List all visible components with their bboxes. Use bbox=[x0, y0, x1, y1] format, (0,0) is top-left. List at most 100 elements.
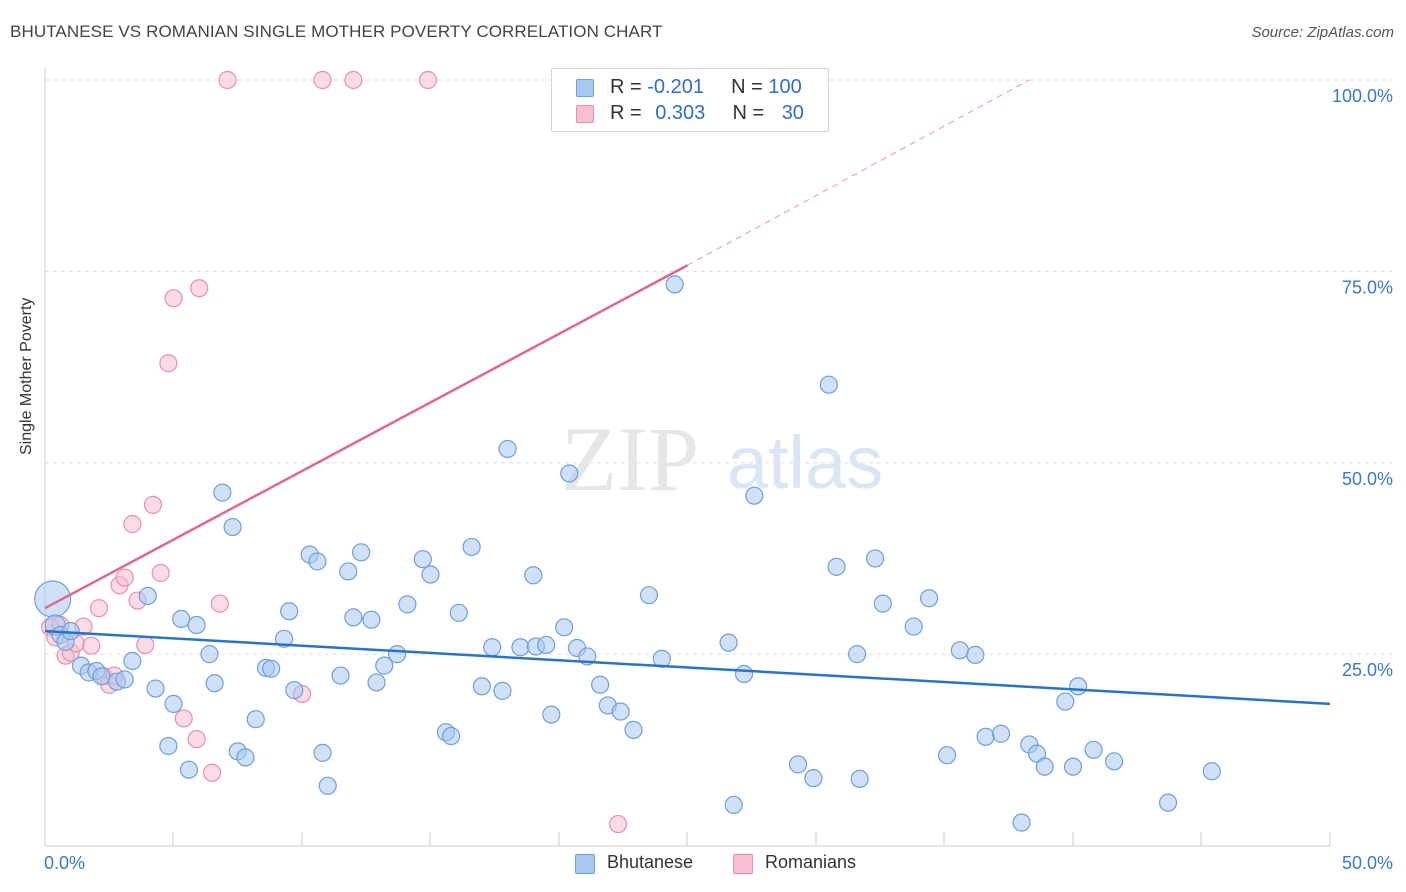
romanians-point bbox=[609, 814, 628, 834]
bhutanese-point bbox=[591, 675, 610, 694]
romanians-point bbox=[151, 563, 170, 583]
bhutanese-point bbox=[187, 615, 206, 635]
watermark-zip: ZIP bbox=[561, 408, 699, 510]
bhutanese-point bbox=[280, 602, 299, 621]
bhutanese-point bbox=[483, 638, 502, 657]
bhutanese-point bbox=[262, 659, 281, 678]
chart-title: BHUTANESE VS ROMANIAN SINGLE MOTHER POVE… bbox=[10, 22, 663, 41]
legend-n-value: 100 bbox=[768, 76, 802, 98]
bhutanese-points bbox=[34, 275, 1221, 832]
bhutanese-point bbox=[937, 746, 957, 765]
bhutanese-point bbox=[788, 755, 808, 774]
bhutanese-swatch bbox=[576, 79, 594, 97]
bhutanese-point bbox=[611, 702, 630, 721]
bhutanese-point bbox=[375, 656, 394, 675]
grid-lines bbox=[45, 79, 1392, 655]
romanians-legend-swatch bbox=[733, 854, 753, 874]
axis-tick-labels: 25.0% 50.0% 75.0% 100.0% 0.0% 50.0% bbox=[44, 86, 1393, 873]
legend-n-label: N = bbox=[732, 102, 765, 124]
bhutanese-point bbox=[1056, 692, 1075, 711]
bhutanese-point bbox=[919, 589, 939, 608]
bhutanese-point bbox=[159, 736, 178, 756]
romanians-point bbox=[159, 354, 178, 373]
romanians-point bbox=[89, 599, 109, 618]
bhutanese-point bbox=[976, 727, 995, 746]
bhutanese-point bbox=[352, 543, 371, 562]
bhutanese-point bbox=[511, 638, 530, 657]
bhutanese-point bbox=[1063, 757, 1083, 776]
bhutanese-point bbox=[246, 710, 265, 729]
legend-r-value: -0.201 bbox=[647, 76, 704, 98]
bhutanese-point bbox=[339, 562, 358, 581]
bhutanese-point bbox=[966, 645, 985, 664]
bhutanese-point bbox=[1202, 762, 1221, 781]
bhutanese-point bbox=[236, 748, 255, 767]
legend-r-value: 0.303 bbox=[655, 102, 706, 124]
bhutanese-point bbox=[213, 483, 232, 502]
bhutanese-point bbox=[1105, 752, 1124, 771]
bhutanese-point bbox=[313, 743, 332, 762]
bhutanese-point bbox=[367, 673, 386, 692]
romanians-point bbox=[82, 636, 101, 655]
romanians-point bbox=[344, 70, 363, 90]
bhutanese-point bbox=[734, 664, 754, 684]
bhutanese-legend-swatch bbox=[575, 854, 595, 874]
bhutanese-point bbox=[665, 275, 684, 294]
bhutanese-point bbox=[421, 565, 440, 584]
bhutanese-point bbox=[639, 586, 659, 605]
romanians-points bbox=[41, 70, 628, 834]
bhutanese-point bbox=[138, 586, 157, 606]
bhutanese-point bbox=[362, 610, 381, 629]
bhutanese-point bbox=[398, 595, 417, 614]
bhutanese-point bbox=[1012, 813, 1031, 832]
y-tick-label: 25.0% bbox=[1342, 660, 1393, 680]
romanians-trend-line bbox=[44, 264, 689, 610]
correlation-legend: R = -0.201 N = 100 R = 0.303 N = 30 bbox=[551, 68, 829, 132]
bhutanese-point bbox=[441, 726, 461, 746]
legend-n-value: 30 bbox=[781, 102, 804, 124]
romanians-point bbox=[187, 729, 206, 749]
bhutanese-point bbox=[1035, 757, 1054, 776]
x-tick-label-min: 0.0% bbox=[44, 853, 85, 873]
axes bbox=[44, 68, 1331, 847]
source-label: Source: ZipAtlas.com bbox=[1251, 24, 1394, 41]
bhutanese-point bbox=[92, 667, 111, 686]
legend-r-label: R = bbox=[610, 102, 642, 124]
bhutanese-point bbox=[223, 517, 242, 537]
bhutanese-point bbox=[472, 677, 491, 696]
bhutanese-point bbox=[164, 694, 183, 713]
romanians-point bbox=[218, 70, 237, 90]
x-tick-label-max: 50.0% bbox=[1342, 853, 1393, 873]
bhutanese-point bbox=[850, 769, 869, 789]
romanians-point bbox=[143, 495, 163, 514]
bhutanese-point bbox=[205, 674, 224, 693]
bhutanese-point bbox=[537, 635, 556, 655]
legend-n-label: N = bbox=[731, 76, 763, 98]
bhutanese-point bbox=[819, 375, 838, 394]
bhutanese-point bbox=[724, 795, 743, 815]
bhutanese-point bbox=[498, 439, 517, 459]
bhutanese-point bbox=[542, 705, 561, 724]
bhutanese-point bbox=[172, 609, 191, 629]
bhutanese-legend-label: Bhutanese bbox=[607, 852, 694, 872]
bhutanese-point bbox=[1084, 740, 1103, 759]
bhutanese-point bbox=[331, 666, 350, 685]
romanians-point bbox=[418, 70, 438, 90]
bhutanese-point bbox=[115, 670, 134, 689]
bhutanese-point bbox=[493, 681, 512, 700]
bhutanese-point bbox=[848, 645, 867, 664]
bhutanese-point bbox=[524, 566, 543, 585]
romanians-point bbox=[164, 289, 183, 308]
bhutanese-point bbox=[274, 629, 294, 648]
bhutanese-point bbox=[413, 550, 432, 569]
romanians-point bbox=[210, 594, 229, 613]
bhutanese-point bbox=[308, 552, 327, 571]
bhutanese-point bbox=[866, 549, 885, 568]
bhutanese-point bbox=[200, 645, 219, 664]
romanians-point bbox=[115, 568, 134, 587]
bhutanese-point bbox=[804, 769, 823, 788]
bhutanese-point bbox=[1069, 677, 1088, 696]
bhutanese-point bbox=[344, 608, 363, 627]
y-tick-label: 100.0% bbox=[1332, 86, 1393, 106]
bhutanese-point bbox=[555, 618, 574, 637]
